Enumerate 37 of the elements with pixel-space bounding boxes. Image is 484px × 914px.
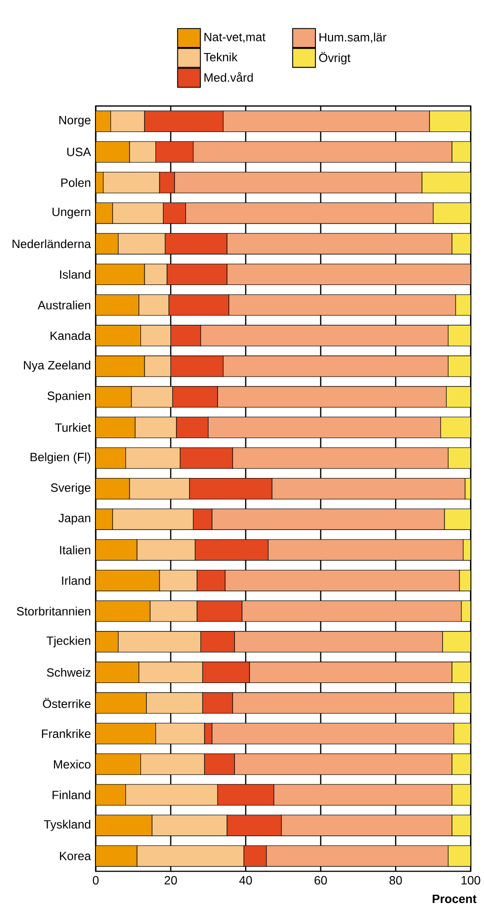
y-tick-label: Belgien (Fl) xyxy=(30,452,90,464)
y-tick-label: Ungern xyxy=(52,208,90,219)
x-tick-label: 40 xyxy=(239,876,252,885)
y-tick-label: Schweiz xyxy=(46,668,90,677)
x-tick-label: 60 xyxy=(314,876,327,885)
y-tick-label: Frankrike xyxy=(42,729,90,738)
y-tick-label: Korea xyxy=(60,852,92,860)
y-tick-label: Polen xyxy=(61,178,90,187)
y-tick-label: Mexico xyxy=(54,760,91,769)
y-tick-label: Turkiet xyxy=(55,423,91,432)
legend-label: Teknik xyxy=(204,52,238,62)
y-tick-label: Storbritannien xyxy=(16,606,90,616)
y-tick-label: Australien xyxy=(38,300,90,310)
x-tick-label: 80 xyxy=(390,876,402,885)
y-tick-label: Irland xyxy=(62,576,90,585)
legend-label: Nat-vet,mat xyxy=(204,32,266,43)
y-tick-label: Italien xyxy=(60,545,90,554)
y-tick-label: Sverige xyxy=(50,483,90,494)
x-axis-title: Procent xyxy=(432,894,476,904)
y-tick-label: Österrike xyxy=(42,698,90,708)
y-tick-label: Kanada xyxy=(50,331,92,340)
y-tick-label: Tjeckien xyxy=(46,636,90,648)
x-tick-label: 0 xyxy=(92,876,99,885)
y-tick-label: Spanien xyxy=(48,391,90,402)
y-tick-label: Japan xyxy=(58,514,90,525)
y-tick-label: Tyskland xyxy=(44,820,90,832)
y-tick-label: Finland xyxy=(52,790,90,800)
x-tick-label: 100 xyxy=(462,876,480,885)
legend-label: Övrigt xyxy=(319,52,350,64)
legend-label: Hum.sam,lär xyxy=(320,32,386,43)
x-tick-label: 20 xyxy=(164,876,177,885)
y-tick-label: Island xyxy=(60,270,90,279)
y-tick-label: USA xyxy=(67,148,91,156)
y-tick-label: Nederländerna xyxy=(12,239,91,248)
y-tick-label: Nya Zeeland xyxy=(24,360,90,372)
legend-label: Med.vård xyxy=(204,72,253,82)
y-tick-label: Norge xyxy=(59,116,90,127)
